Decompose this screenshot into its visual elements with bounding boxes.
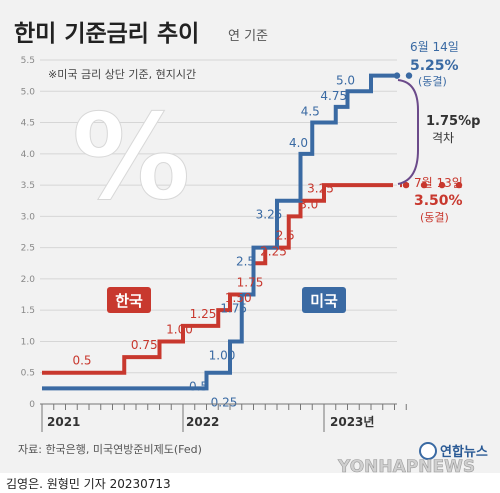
us-annotation-date: 6월 14일 <box>410 40 459 54</box>
percent-icon: % <box>72 88 190 226</box>
y-tick-label: 1.0 <box>21 337 36 347</box>
korea-value-label: 1.00 <box>166 322 193 336</box>
korea-value-label: 2.5 <box>276 229 295 243</box>
chart-grid <box>40 59 397 374</box>
y-tick-label: 4.5 <box>21 119 35 129</box>
korea-value-label: 1.75 <box>237 276 264 290</box>
us-value-label: 1.75 <box>220 302 247 316</box>
kr-annotation-date: 7월 13일 <box>414 176 463 190</box>
korea-value-label: 0.75 <box>131 338 158 352</box>
korea-value-label: 2.25 <box>260 244 287 258</box>
korea-value-label: 1.25 <box>190 307 217 321</box>
chart-title: 한미 기준금리 추이 <box>14 21 199 47</box>
us-value-label: 4.75 <box>320 89 347 103</box>
y-tick-label: 5.5 <box>21 56 35 66</box>
gap-value: 1.75%p <box>426 114 480 129</box>
y-tick-label: 3.5 <box>21 181 35 191</box>
x-label-2023: 2023년 <box>330 415 374 429</box>
legend-us-label: 미국 <box>310 292 338 310</box>
hold-dot <box>393 72 401 79</box>
us-value-label: 4.5 <box>301 105 320 119</box>
x-label-2021: 2021 <box>47 415 80 429</box>
legend-korea-label: 한국 <box>115 292 143 310</box>
y-tick-label: 5.0 <box>21 87 36 97</box>
kr-annotation-status: (동결) <box>420 211 449 224</box>
y-tick-label: 1.5 <box>21 306 35 316</box>
us-value-label: 3.25 <box>256 208 283 222</box>
us-value-label: 2.5 <box>236 255 255 269</box>
x-label-2022: 2022 <box>186 415 219 429</box>
y-tick-label: 3.0 <box>21 212 36 222</box>
us-series-line <box>42 73 397 391</box>
chart-subtitle: 연 기준 <box>228 29 268 44</box>
value-labels: 0.50.751.001.251.501.752.252.53.03.250.2… <box>72 73 355 409</box>
yonhap-logo-text: 연합뉴스 <box>440 444 488 460</box>
hold-dot <box>402 181 410 189</box>
chart-note: ※미국 금리 상단 기준, 현지시간 <box>48 68 196 81</box>
y-tick-label: 2.0 <box>21 275 36 285</box>
legend-korea-box <box>107 287 151 313</box>
korea-value-label: 3.25 <box>307 182 334 196</box>
x-axis-ticks <box>41 404 407 432</box>
us-annotation-rate: 5.25% <box>410 58 459 74</box>
us-value-label: 0.25 <box>211 395 238 409</box>
y-tick-label: 4.0 <box>21 150 36 160</box>
legend-us-box <box>302 287 346 313</box>
series-lines <box>42 72 463 391</box>
korea-value-label: 1.50 <box>225 291 252 305</box>
hold-dot <box>420 181 428 189</box>
y-tick-label: 2.5 <box>21 244 35 254</box>
us-value-label: 4.0 <box>289 136 308 150</box>
gap-label: 격차 <box>432 131 454 145</box>
source-text: 자료: 한국은행, 미국연방준비제도(Fed) <box>18 443 202 456</box>
legend-us: 미국 <box>302 287 346 313</box>
legend-korea: 한국 <box>107 287 151 313</box>
y-tick-label: 0.5 <box>21 369 35 379</box>
hold-dot <box>438 181 446 189</box>
us-value-label: 1.00 <box>209 348 236 362</box>
y-axis-ticks: 0 0.5 1.0 1.5 2.0 2.5 3.0 3.5 4.0 4.5 5.0 5.5 <box>21 56 36 410</box>
yonhap-logo-icon <box>419 442 437 460</box>
y-tick-label: 0 <box>29 400 35 410</box>
hold-dot <box>455 181 463 189</box>
byline-bar <box>0 473 500 493</box>
korea-value-label: 3.0 <box>299 197 318 211</box>
us-annotation-status: (동결) <box>418 75 447 88</box>
kr-annotation-rate: 3.50% <box>414 193 463 209</box>
watermark: YONHAPNEWS <box>337 457 475 477</box>
yonhap-logo: 연합뉴스 <box>419 442 488 460</box>
us-value-label: 0.5 <box>189 380 208 394</box>
hold-dot <box>405 72 413 79</box>
gap-bracket <box>397 79 419 185</box>
byline-text: 김영은. 원형민 기자 20230713 <box>6 477 171 491</box>
korea-value-label: 0.5 <box>72 354 91 368</box>
us-value-label: 5.0 <box>336 73 355 87</box>
